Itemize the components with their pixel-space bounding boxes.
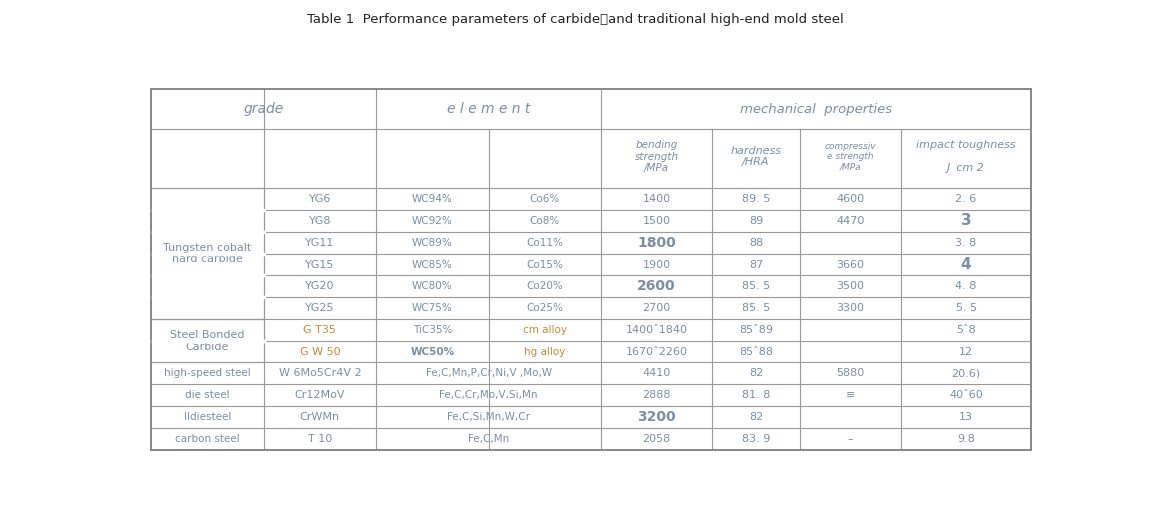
- Text: Fe,C,Si,Mn,W,Cr: Fe,C,Si,Mn,W,Cr: [448, 412, 531, 422]
- Text: 4: 4: [961, 257, 971, 272]
- Text: 2058: 2058: [642, 434, 671, 444]
- Text: 3660: 3660: [837, 260, 864, 269]
- Text: compressiv
e strength
/MPa: compressiv e strength /MPa: [825, 142, 876, 172]
- Text: 85. 5: 85. 5: [742, 303, 770, 313]
- Text: 2888: 2888: [642, 390, 671, 400]
- Text: 13: 13: [959, 412, 973, 422]
- Text: WC89%: WC89%: [412, 238, 452, 248]
- Text: WC92%: WC92%: [412, 216, 452, 226]
- Text: 5880: 5880: [837, 369, 864, 378]
- Text: 5ˆ8: 5ˆ8: [956, 325, 976, 335]
- Text: Cr12MoV: Cr12MoV: [295, 390, 345, 400]
- Text: 85. 5: 85. 5: [742, 281, 770, 291]
- Text: 82: 82: [749, 412, 763, 422]
- Text: 40ˆ60: 40ˆ60: [950, 390, 983, 400]
- Text: 2700: 2700: [642, 303, 671, 313]
- Text: 3200: 3200: [638, 410, 676, 424]
- Text: 1900: 1900: [642, 260, 671, 269]
- Text: Co11%: Co11%: [526, 238, 564, 248]
- Text: 81. 8: 81. 8: [742, 390, 770, 400]
- Text: Co25%: Co25%: [526, 303, 564, 313]
- Text: T 10: T 10: [307, 434, 331, 444]
- Text: 4600: 4600: [837, 194, 864, 204]
- Text: carbon steel: carbon steel: [175, 434, 239, 444]
- Text: YG20: YG20: [305, 281, 335, 291]
- Text: 2600: 2600: [638, 279, 676, 293]
- Text: 1400: 1400: [642, 194, 671, 204]
- Text: 4470: 4470: [837, 216, 864, 226]
- Text: G W 50: G W 50: [299, 346, 341, 357]
- Text: cm alloy: cm alloy: [523, 325, 567, 335]
- Text: 9.8: 9.8: [958, 434, 975, 444]
- Text: 1670ˆ2260: 1670ˆ2260: [625, 346, 687, 357]
- Text: 3300: 3300: [837, 303, 864, 313]
- Text: Fe,C,Cr,Mo,V,Si,Mn: Fe,C,Cr,Mo,V,Si,Mn: [440, 390, 538, 400]
- Text: 2. 6: 2. 6: [955, 194, 977, 204]
- Text: ≡: ≡: [846, 390, 855, 400]
- Text: WC50%: WC50%: [411, 346, 455, 357]
- Text: hg alloy: hg alloy: [525, 346, 565, 357]
- Text: YG8: YG8: [308, 216, 331, 226]
- Text: e l e m e n t: e l e m e n t: [447, 102, 531, 116]
- Text: mechanical  properties: mechanical properties: [740, 103, 892, 116]
- Text: 85ˆ89: 85ˆ89: [739, 325, 773, 335]
- Text: 4410: 4410: [642, 369, 671, 378]
- Text: 12: 12: [959, 346, 974, 357]
- Text: G T35: G T35: [304, 325, 336, 335]
- Text: 1500: 1500: [642, 216, 671, 226]
- Text: TiC35%: TiC35%: [413, 325, 452, 335]
- Text: 87: 87: [749, 260, 763, 269]
- Text: Table 1  Performance parameters of carbide？and traditional high-end mold steel: Table 1 Performance parameters of carbid…: [307, 13, 844, 26]
- Text: hardness
/HRA: hardness /HRA: [731, 146, 782, 168]
- Text: 1800: 1800: [638, 236, 676, 250]
- Text: 20.6): 20.6): [952, 369, 981, 378]
- Text: Co15%: Co15%: [526, 260, 564, 269]
- Text: Fe,C,Mn: Fe,C,Mn: [468, 434, 510, 444]
- Text: Fe,C,Mn,P,Cr,Ni,V ,Mo,W: Fe,C,Mn,P,Cr,Ni,V ,Mo,W: [426, 369, 551, 378]
- Text: WC75%: WC75%: [412, 303, 452, 313]
- Text: 1400ˆ1840: 1400ˆ1840: [625, 325, 687, 335]
- Text: 88: 88: [749, 238, 763, 248]
- Text: 89. 5: 89. 5: [742, 194, 770, 204]
- Text: 3. 8: 3. 8: [955, 238, 977, 248]
- Text: 3500: 3500: [837, 281, 864, 291]
- Text: bending
strength
/MPa: bending strength /MPa: [634, 140, 679, 173]
- Text: 3: 3: [961, 213, 971, 229]
- Text: die steel: die steel: [185, 390, 229, 400]
- Text: CrWMn: CrWMn: [299, 412, 340, 422]
- Text: 85ˆ88: 85ˆ88: [739, 346, 773, 357]
- Text: high-speed steel: high-speed steel: [163, 369, 251, 378]
- Text: YG11: YG11: [305, 238, 335, 248]
- Text: Co20%: Co20%: [527, 281, 563, 291]
- Text: Tungsten cobalt
hard carbide: Tungsten cobalt hard carbide: [163, 243, 251, 264]
- Text: WC80%: WC80%: [412, 281, 452, 291]
- Text: W 6Mo5Cr4V 2: W 6Mo5Cr4V 2: [279, 369, 361, 378]
- Text: Co6%: Co6%: [529, 194, 561, 204]
- Text: grade: grade: [244, 102, 283, 116]
- Text: lldiesteel: lldiesteel: [184, 412, 231, 422]
- Text: WC94%: WC94%: [412, 194, 452, 204]
- Text: –: –: [848, 434, 853, 444]
- Text: 4. 8: 4. 8: [955, 281, 977, 291]
- Text: Steel Bonded
Carbide: Steel Bonded Carbide: [170, 330, 244, 352]
- Text: YG6: YG6: [308, 194, 331, 204]
- Text: 83. 9: 83. 9: [742, 434, 770, 444]
- Text: YG25: YG25: [305, 303, 335, 313]
- Text: 5. 5: 5. 5: [955, 303, 977, 313]
- Text: WC85%: WC85%: [412, 260, 452, 269]
- Text: YG15: YG15: [305, 260, 335, 269]
- Text: Co8%: Co8%: [529, 216, 561, 226]
- Text: 89: 89: [749, 216, 763, 226]
- Text: 82: 82: [749, 369, 763, 378]
- Text: impact toughness

J  cm 2: impact toughness J cm 2: [916, 140, 1016, 173]
